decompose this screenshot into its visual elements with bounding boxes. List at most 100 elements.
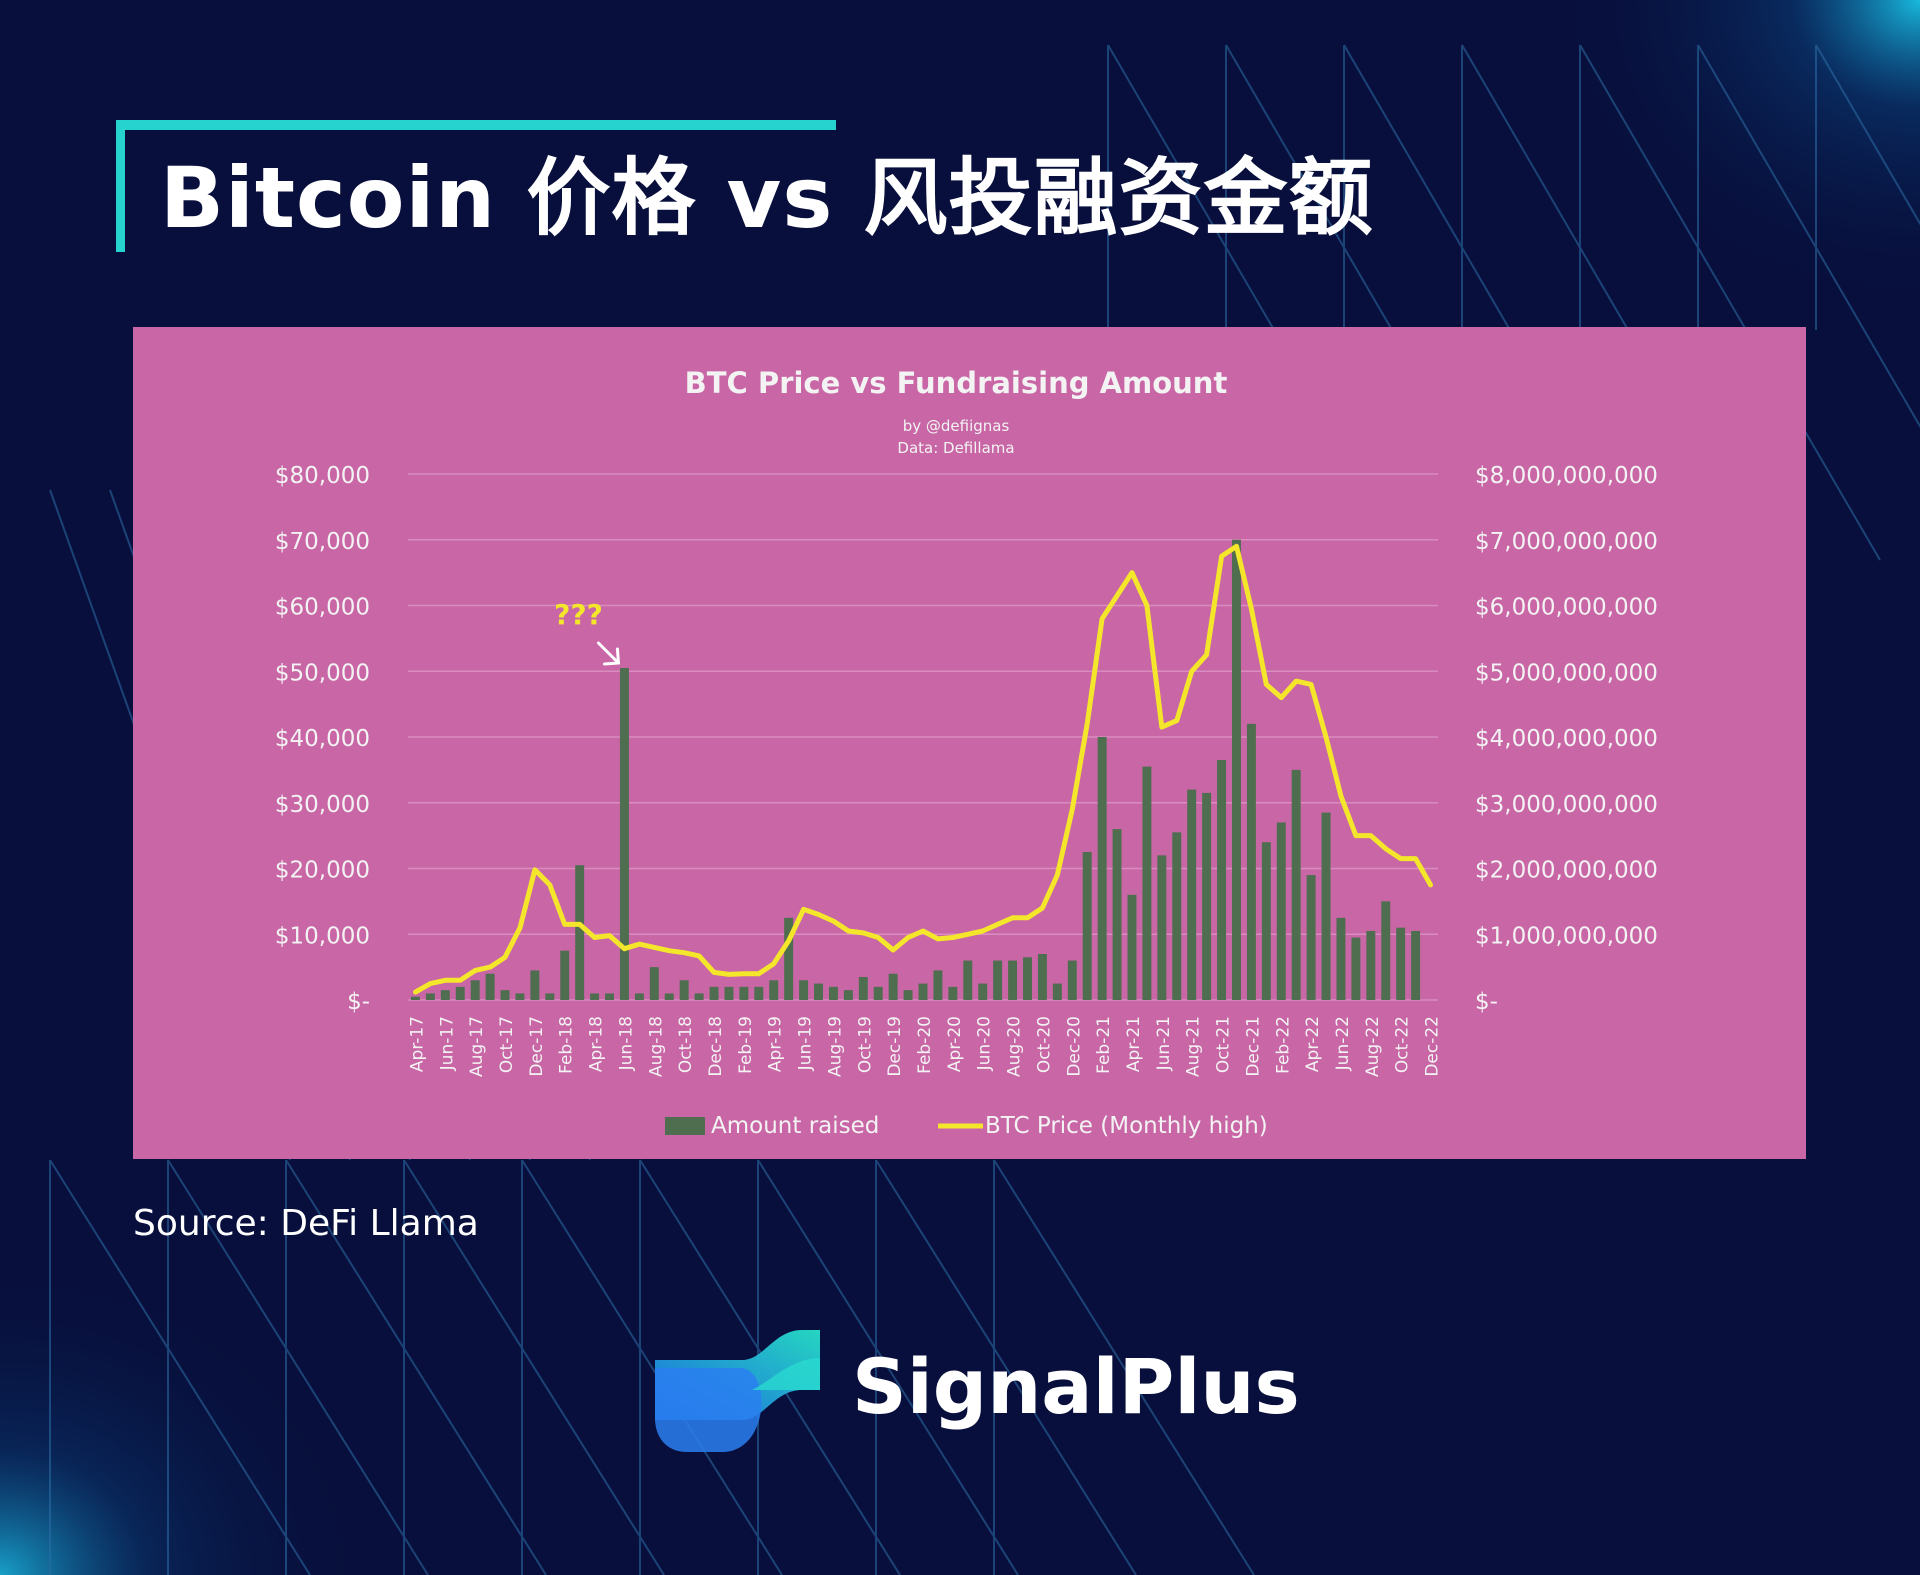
bar-amount-raised bbox=[1321, 812, 1331, 1000]
legend-label-line: BTC Price (Monthly high) bbox=[985, 1113, 1268, 1139]
y-left-tick-label: $- bbox=[347, 989, 370, 1015]
y-right-tick-label: $8,000,000,000 bbox=[1475, 463, 1658, 489]
bar-amount-raised bbox=[933, 970, 943, 1000]
bar-amount-raised bbox=[590, 993, 600, 1000]
source-note: Source: DeFi Llama bbox=[133, 1203, 479, 1244]
bar-amount-raised bbox=[1067, 960, 1077, 1000]
x-tick-label: Apr-17 bbox=[407, 1016, 427, 1072]
bar-amount-raised bbox=[918, 983, 928, 1000]
bg-line bbox=[521, 1159, 783, 1575]
bar-amount-raised bbox=[619, 667, 629, 1000]
bar-amount-raised bbox=[440, 990, 450, 1000]
bar-amount-raised bbox=[1023, 957, 1032, 1000]
bar-amount-raised bbox=[1052, 983, 1062, 1000]
x-tick-label: Apr-21 bbox=[1124, 1016, 1144, 1072]
bar-amount-raised bbox=[470, 980, 480, 1000]
bar-amount-raised bbox=[605, 993, 614, 1000]
bar-amount-raised bbox=[1217, 760, 1227, 1000]
bg-line bbox=[1815, 44, 1920, 226]
bar-amount-raised bbox=[410, 996, 420, 1000]
bg-line bbox=[403, 1159, 665, 1575]
chart-title: BTC Price vs Fundraising Amount bbox=[685, 366, 1228, 400]
bar-amount-raised bbox=[1127, 894, 1137, 1000]
x-tick-label: Jun-22 bbox=[1333, 1016, 1353, 1071]
bar-amount-raised bbox=[903, 990, 913, 1000]
x-tick-label: Aug-19 bbox=[825, 1016, 845, 1077]
x-tick-label: Dec-17 bbox=[527, 1016, 547, 1077]
y-left-tick-label: $50,000 bbox=[275, 660, 370, 686]
bar-amount-raised bbox=[530, 970, 540, 1000]
x-tick-label: Dec-22 bbox=[1423, 1016, 1443, 1077]
x-tick-label: Aug-20 bbox=[1005, 1016, 1025, 1077]
y-right-tick-label: $6,000,000,000 bbox=[1475, 595, 1658, 621]
x-tick-label: Feb-20 bbox=[915, 1016, 935, 1074]
x-tick-label: Oct-19 bbox=[855, 1016, 875, 1073]
bar-amount-raised bbox=[1232, 539, 1241, 1000]
bar-amount-raised bbox=[1082, 852, 1092, 1000]
y-left-tick-label: $10,000 bbox=[275, 923, 370, 949]
bar-amount-raised bbox=[1381, 901, 1391, 1000]
bar-amount-raised bbox=[1037, 953, 1047, 1000]
arrow-down-right-icon bbox=[596, 641, 621, 666]
x-tick-label: Apr-18 bbox=[587, 1016, 607, 1072]
bar-amount-raised bbox=[694, 993, 704, 1000]
bar-amount-raised bbox=[963, 960, 973, 1000]
x-tick-label: Dec-19 bbox=[885, 1016, 905, 1077]
bar-amount-raised bbox=[739, 986, 749, 1000]
x-tick-label: Oct-17 bbox=[497, 1016, 517, 1073]
chart-panel: BTC Price vs Fundraising Amount by @defii… bbox=[133, 327, 1806, 1159]
signalplus-logo-icon bbox=[655, 1330, 820, 1452]
y-left-tick-label: $30,000 bbox=[275, 792, 370, 818]
bar-amount-raised bbox=[1246, 723, 1256, 1000]
y-left-tick-label: $70,000 bbox=[275, 529, 370, 555]
bar-amount-raised bbox=[1366, 930, 1376, 1000]
y-right-tick-label: $2,000,000,000 bbox=[1475, 858, 1658, 884]
y-left-tick-label: $40,000 bbox=[275, 726, 370, 752]
bar-amount-raised bbox=[634, 993, 644, 1000]
bar-amount-raised bbox=[1097, 737, 1107, 1000]
x-tick-label: Feb-18 bbox=[557, 1016, 577, 1074]
bar-amount-raised bbox=[978, 983, 988, 1000]
bar-amount-raised bbox=[515, 993, 525, 1000]
bg-line bbox=[757, 1159, 1019, 1575]
x-tick-label: Jun-17 bbox=[437, 1016, 457, 1071]
bar-amount-raised bbox=[888, 973, 898, 1000]
legend-label-bar: Amount raised bbox=[711, 1113, 879, 1139]
y-right-tick-label: $1,000,000,000 bbox=[1475, 923, 1658, 949]
header-accent-bar bbox=[116, 120, 836, 130]
bar-amount-raised bbox=[784, 917, 794, 1000]
bg-line bbox=[1579, 44, 1881, 561]
y-left-tick-label: $20,000 bbox=[275, 858, 370, 884]
bg-line bbox=[1697, 44, 1920, 429]
bar-amount-raised bbox=[1187, 789, 1197, 1000]
x-tick-label: Oct-22 bbox=[1393, 1016, 1413, 1073]
x-tick-label: Feb-21 bbox=[1094, 1016, 1114, 1074]
y-right-tick-label: $7,000,000,000 bbox=[1475, 529, 1658, 555]
bar-amount-raised bbox=[664, 993, 674, 1000]
x-tick-label: Aug-22 bbox=[1363, 1016, 1383, 1077]
x-tick-label: Aug-17 bbox=[467, 1016, 487, 1077]
x-tick-label: Apr-20 bbox=[945, 1016, 965, 1072]
y-left-tick-label: $60,000 bbox=[275, 595, 370, 621]
bar-amount-raised bbox=[1291, 769, 1301, 1000]
x-tick-label: Oct-18 bbox=[676, 1016, 696, 1073]
bar-amount-raised bbox=[500, 990, 510, 1000]
bar-amount-raised bbox=[873, 986, 883, 1000]
y-right-tick-label: $- bbox=[1475, 989, 1498, 1015]
bg-line bbox=[993, 1159, 1255, 1575]
bar-amount-raised bbox=[1411, 930, 1421, 1000]
bar-amount-raised bbox=[1351, 937, 1361, 1000]
x-tick-label: Jun-18 bbox=[616, 1016, 636, 1071]
bg-line bbox=[167, 1159, 429, 1575]
bar-amount-raised bbox=[575, 865, 585, 1000]
line-btc-price bbox=[413, 543, 1433, 995]
bar-amount-raised bbox=[769, 980, 779, 1000]
bar-amount-raised bbox=[1396, 927, 1406, 1000]
y-right-tick-label: $5,000,000,000 bbox=[1475, 660, 1658, 686]
chart-subtitle: by @defiignas bbox=[903, 417, 1010, 435]
x-tick-label: Dec-18 bbox=[706, 1016, 726, 1077]
bar-series bbox=[410, 539, 1421, 1000]
bar-amount-raised bbox=[724, 986, 734, 1000]
x-tick-label: Oct-20 bbox=[1034, 1016, 1054, 1073]
bar-amount-raised bbox=[1142, 766, 1152, 1000]
